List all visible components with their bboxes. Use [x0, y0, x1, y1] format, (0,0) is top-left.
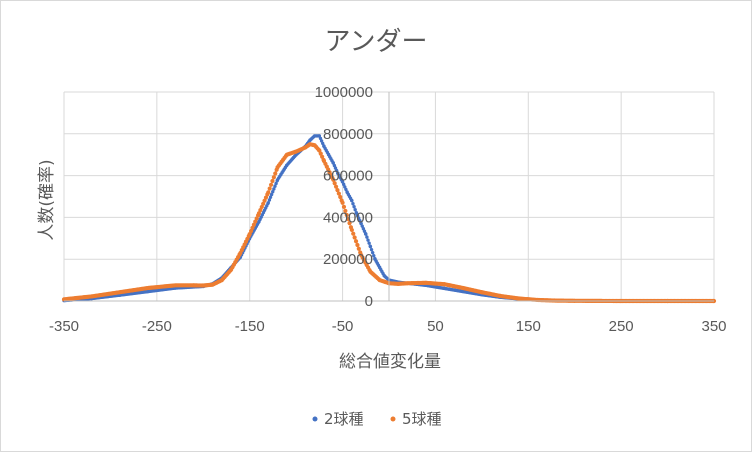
data-point [272, 187, 276, 191]
data-point [352, 205, 356, 209]
data-point [266, 201, 270, 205]
legend-label: 2球種 [324, 410, 364, 428]
data-point [273, 171, 278, 176]
data-point [263, 195, 269, 200]
data-point [271, 190, 275, 194]
data-point [254, 216, 259, 221]
data-point [333, 184, 339, 189]
x-tick-label: -250 [142, 318, 172, 335]
data-point [338, 194, 343, 200]
x-tick-label: 350 [701, 318, 726, 335]
data-point [267, 198, 272, 202]
x-tick-label: 250 [609, 318, 634, 335]
axes [64, 92, 714, 302]
data-point [273, 184, 277, 188]
data-point [364, 232, 368, 236]
tick-labels: -350 -250 -150 -50 50 150 250 350 0 200000 400000 6… [49, 84, 727, 335]
data-point [350, 198, 354, 203]
x-tick-label: 50 [427, 318, 444, 335]
y-axis-label: 人数(確率) [37, 159, 57, 240]
x-axis-label: 総合値変化量 [339, 352, 441, 372]
legend-marker [312, 416, 318, 422]
data-point [274, 181, 278, 186]
data-point [341, 204, 347, 209]
y-tick-label: 800000 [323, 126, 373, 143]
data-point [266, 190, 271, 195]
data-point [271, 175, 276, 180]
y-tick-label: 400000 [323, 209, 373, 226]
data-point [353, 239, 359, 244]
data-point [365, 235, 369, 239]
x-tick-label: -150 [235, 318, 265, 335]
data-point [332, 181, 337, 186]
data-point [331, 177, 336, 182]
data-point [344, 212, 349, 218]
data-point [352, 235, 357, 240]
data-point [335, 188, 340, 193]
data-point [270, 178, 275, 184]
data-point [351, 231, 356, 236]
x-tick-label: -50 [332, 318, 354, 335]
data-point [370, 250, 375, 255]
data-point [340, 200, 345, 205]
data-point [353, 208, 357, 212]
legend-marker [390, 416, 396, 422]
data-point [253, 219, 258, 224]
data-point [336, 191, 341, 196]
data-point [247, 232, 252, 237]
data-point [317, 148, 322, 153]
data-point [343, 208, 348, 214]
data-point [351, 201, 355, 206]
y-tick-label: 0 [365, 293, 373, 310]
data-point [251, 222, 256, 227]
y-tick-label: 200000 [323, 251, 373, 268]
x-tick-label: -350 [49, 318, 79, 335]
data-point [267, 186, 272, 191]
data-point [262, 198, 267, 203]
data-point [367, 241, 371, 245]
data-point [318, 151, 323, 156]
data-point [320, 154, 325, 159]
data-point [347, 221, 352, 226]
data-point [250, 225, 255, 230]
data-point [261, 201, 266, 206]
y-tick-label: 600000 [323, 168, 373, 185]
legend: 2球種 5球種 [312, 410, 442, 428]
data-point [369, 247, 374, 252]
data-point [268, 195, 273, 199]
data-point [249, 228, 254, 234]
chart-title: アンダー [325, 27, 428, 57]
data-point [349, 227, 354, 233]
data-point [355, 242, 360, 248]
data-point [356, 246, 361, 251]
x-tick-label: 150 [516, 318, 541, 335]
data-point [259, 204, 264, 210]
data-point [258, 207, 263, 213]
y-tick-label: 1000000 [315, 84, 373, 101]
legend-label: 5球種 [402, 410, 442, 428]
data-point [372, 253, 376, 258]
data-point [269, 192, 274, 197]
data-point [368, 244, 373, 249]
data-point [346, 216, 351, 222]
data-point [268, 182, 274, 187]
data-point [256, 211, 262, 216]
data-point [366, 238, 370, 242]
